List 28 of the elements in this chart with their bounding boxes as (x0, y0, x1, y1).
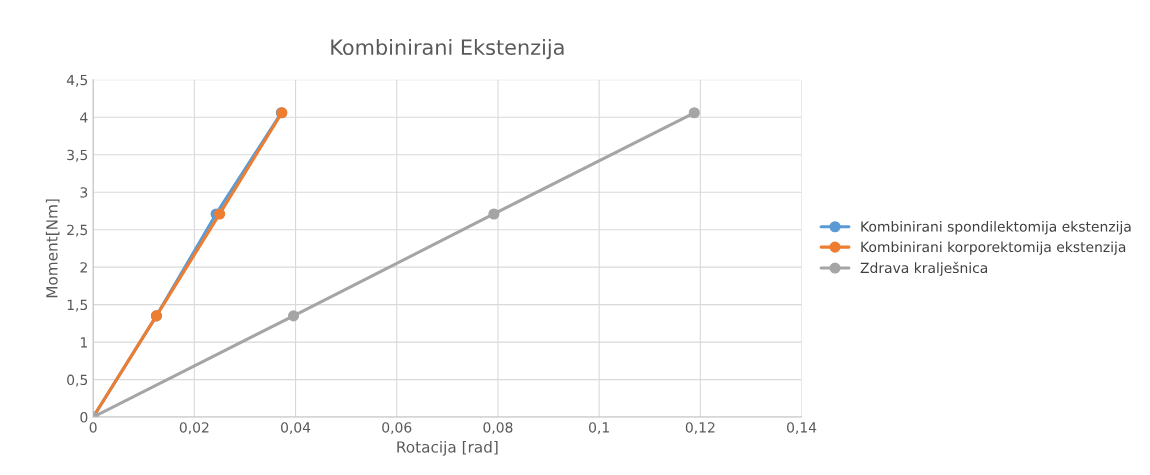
y-tick-label: 0 (80, 412, 88, 423)
x-tick-label: 0,02 (179, 422, 209, 435)
y-tick-label: 4,5 (66, 74, 88, 87)
y-tick-label: 1 (80, 337, 88, 348)
x-tick-label: 0,14 (787, 422, 817, 435)
x-axis-title: Rotacija [rad] (397, 440, 498, 456)
legend-label: Kombinirani korporektomija ekstenzija (861, 241, 1126, 255)
y-tick-label: 4 (80, 112, 88, 123)
x-tick-label: 0 (89, 422, 97, 433)
legend-label: Kombinirani spondilektomija ekstenzija (861, 221, 1131, 235)
x-tick-label: 0,12 (685, 422, 715, 435)
point (488, 208, 500, 220)
x-tick-label: 0,1 (589, 422, 609, 435)
point (214, 208, 226, 220)
x-tick-label: 0,08 (483, 422, 513, 435)
y-axis-title: Moment[Nm] (45, 199, 60, 298)
point (287, 310, 300, 322)
point (688, 107, 700, 119)
chart-title: Kombinirani Ekstenzija (331, 38, 564, 60)
x-tick-label: 0,04 (281, 422, 311, 435)
y-tick-label: 3 (80, 187, 88, 198)
y-tick-label: 2 (80, 262, 87, 273)
y-tick-label: 1,5 (67, 299, 88, 312)
y-tick-label: 0,5 (67, 374, 88, 387)
y-tick-label: 3,5 (67, 149, 88, 162)
legend-label: Zdrava kralješnica (860, 261, 988, 276)
x-tick-label: 0,06 (382, 422, 412, 435)
y-tick-label: 2,5 (67, 224, 88, 237)
